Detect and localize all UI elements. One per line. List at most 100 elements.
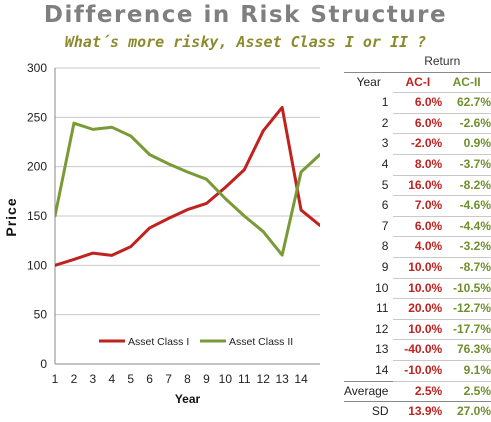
x-tick-label: 12 [257, 372, 271, 386]
x-axis-title: Year [175, 392, 201, 406]
sd-ac2-cell: 27.0% [442, 401, 491, 422]
sd-label: SD [344, 401, 394, 422]
average-ac1-cell: 2.5% [393, 380, 443, 402]
page-subtitle: What´s more risky, Asset Class I or II ? [64, 33, 427, 51]
table-row: 10 10.0% -10.5% [344, 278, 491, 300]
year-cell: 6 [381, 198, 389, 213]
page-title: Difference in Risk Structure [43, 2, 448, 28]
ac1-return-cell: 20.0% [393, 298, 443, 320]
average-label: Average [344, 380, 394, 402]
year-cell: 11 [376, 301, 389, 316]
ac2-return-cell: -10.5% [442, 278, 491, 300]
ac1-return-cell: 6.0% [393, 113, 443, 135]
sd-ac1-cell: 13.9% [393, 401, 443, 422]
y-tick-label: 300 [27, 61, 47, 75]
ac1-return-cell: -2.0% [393, 133, 443, 155]
ac1-return-cell: -10.0% [393, 360, 443, 382]
year-cell: 7 [381, 218, 389, 233]
ac1-return-cell: 4.0% [393, 236, 443, 258]
ac2-return-cell: -3.2% [442, 236, 491, 258]
sd-row: SD 13.9% 27.0% [344, 401, 491, 422]
table-row: 7 6.0% -4.4% [344, 216, 491, 238]
y-tick-label: 150 [27, 209, 47, 223]
table-row: 4 8.0% -3.7% [344, 154, 491, 176]
ac1-return-cell: -40.0% [393, 339, 443, 361]
ac2-return-cell: -8.7% [442, 257, 491, 279]
year-cell: 3 [381, 136, 389, 151]
x-tick-label: 10 [219, 372, 233, 386]
table-row: 8 4.0% -3.2% [344, 236, 491, 258]
ac1-return-cell: 8.0% [393, 154, 443, 176]
year-cell: 2 [381, 115, 389, 130]
return-group-row: Return [344, 52, 491, 73]
returns-table: Return Year AC-I AC-II 1 6.0% 62.7% 2 6.0% -2… [344, 52, 491, 422]
x-tick-label: 3 [90, 372, 97, 386]
y-tick-label: 50 [34, 308, 48, 322]
table-row: 9 10.0% -8.7% [344, 257, 491, 279]
ac1-column-header: AC-I [393, 72, 443, 94]
ac1-return-cell: 10.0% [393, 278, 443, 300]
x-tick-label: 13 [275, 372, 289, 386]
table-row: 12 10.0% -17.7% [344, 319, 491, 341]
ac2-return-cell: 76.3% [442, 339, 491, 361]
ac1-return-cell: 7.0% [393, 195, 443, 217]
table-row: 14 -10.0% 9.1% [344, 360, 491, 382]
ac2-return-cell: -4.6% [442, 195, 491, 217]
year-cell: 8 [381, 239, 389, 254]
year-cell: 4 [381, 156, 389, 171]
average-ac2-cell: 2.5% [442, 380, 491, 402]
asset-class-1-line [55, 105, 320, 267]
x-tick-label: 6 [146, 372, 153, 386]
ac1-return-cell: 6.0% [393, 92, 443, 114]
ac2-return-cell: -17.7% [442, 319, 491, 341]
ac2-return-cell: 9.1% [442, 360, 491, 382]
x-tick-label: 11 [238, 372, 251, 386]
y-tick-label: 0 [40, 357, 47, 371]
table-header-row: Year AC-I AC-II [344, 72, 491, 94]
ac1-return-cell: 10.0% [393, 257, 443, 279]
y-tick-label: 250 [27, 110, 47, 124]
ac2-return-cell: -12.7% [442, 298, 491, 320]
table-row: 1 6.0% 62.7% [344, 92, 491, 114]
year-cell: 9 [381, 259, 389, 274]
year-cell: 13 [375, 342, 389, 357]
table-row: 5 16.0% -8.2% [344, 175, 491, 197]
asset-class-2-line [55, 121, 320, 257]
ac2-return-cell: -8.2% [442, 175, 491, 197]
x-tick-label: 14 [294, 372, 308, 386]
table-row: 13 -40.0% 76.3% [344, 339, 491, 361]
legend-label-asset-class-1: Asset Class I [128, 336, 189, 348]
legend-label-asset-class-2: Asset Class II [229, 336, 293, 348]
ac1-return-cell: 6.0% [393, 216, 443, 238]
year-cell: 10 [375, 280, 389, 295]
ac2-return-cell: -2.6% [442, 113, 491, 135]
year-cell: 1 [381, 95, 389, 110]
table-row: 6 7.0% -4.6% [344, 195, 491, 217]
ac1-return-cell: 16.0% [393, 175, 443, 197]
year-cell: 14 [375, 362, 389, 377]
x-tick-label: 1 [52, 372, 59, 386]
x-tick-label: 4 [108, 372, 115, 386]
ac1-return-cell: 10.0% [393, 319, 443, 341]
ac2-return-cell: -4.4% [442, 216, 491, 238]
x-tick-label: 2 [71, 372, 78, 386]
x-tick-label: 5 [127, 372, 134, 386]
ac2-column-header: AC-II [442, 72, 491, 94]
ac2-return-cell: 62.7% [442, 92, 491, 114]
y-tick-label: 200 [27, 160, 47, 174]
table-row: 2 6.0% -2.6% [344, 113, 491, 135]
y-axis-title: Price [3, 197, 19, 236]
year-cell: 12 [375, 321, 389, 336]
ac2-return-cell: 0.9% [442, 133, 491, 155]
table-row: 11 20.0% -12.7% [344, 298, 491, 320]
average-row: Average 2.5% 2.5% [344, 380, 491, 402]
year-column-header: Year [356, 74, 381, 89]
year-cell: 5 [381, 177, 389, 192]
x-tick-label: 7 [165, 372, 172, 386]
return-group-header: Return [393, 52, 491, 73]
x-tick-label: 8 [184, 372, 191, 386]
y-tick-label: 100 [27, 258, 47, 272]
table-row: 3 -2.0% 0.9% [344, 133, 491, 155]
x-tick-label: 9 [203, 372, 210, 386]
